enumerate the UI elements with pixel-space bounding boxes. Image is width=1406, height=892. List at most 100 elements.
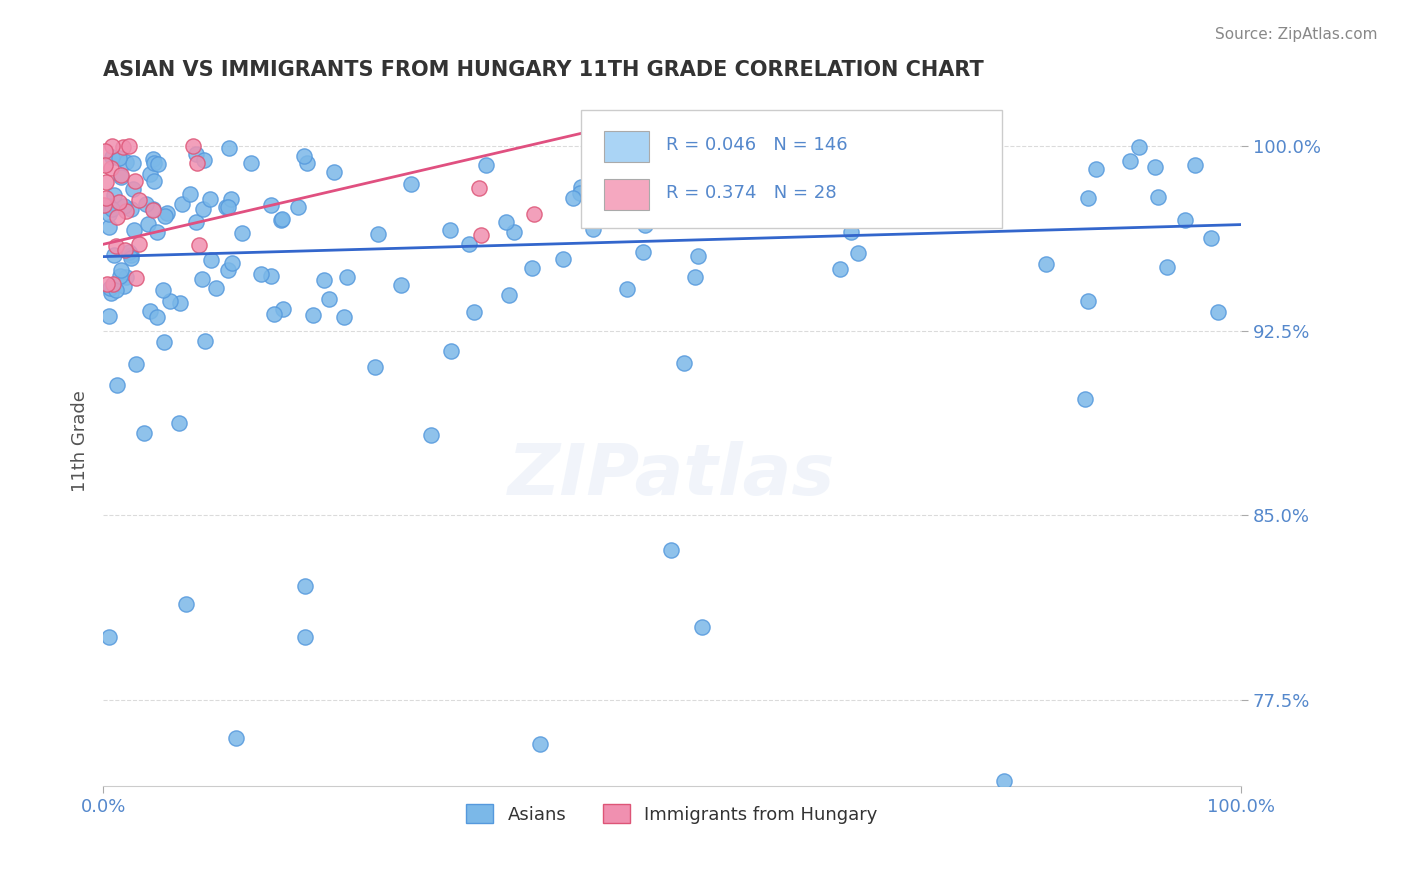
Point (112, 199, 135, 213)
Point (118, 244, 141, 259)
Point (143, 156, 166, 170)
Point (830, 261, 852, 276)
Point (270, 211, 292, 226)
Point (100, 286, 122, 301)
Point (94, 144, 117, 158)
Point (100, 161, 122, 175)
Point (146, 157, 169, 171)
Point (463, 305, 485, 319)
Point (294, 579, 316, 593)
Point (103, 188, 125, 202)
Point (96, 277, 118, 292)
Point (97, 630, 120, 644)
Point (117, 138, 139, 153)
Text: ZIPatlas: ZIPatlas (509, 442, 835, 510)
Point (419, 428, 441, 442)
Point (111, 139, 134, 153)
Point (292, 149, 315, 163)
Point (221, 256, 243, 270)
Point (190, 272, 212, 286)
Point (271, 302, 294, 317)
Point (616, 282, 638, 296)
Point (142, 203, 165, 218)
Point (122, 182, 145, 196)
Point (287, 200, 309, 214)
Point (673, 355, 696, 369)
Point (690, 620, 713, 634)
Point (146, 225, 169, 239)
Point (1199, 231, 1222, 245)
Point (553, 252, 575, 267)
Point (263, 307, 285, 321)
Point (217, 201, 239, 215)
Point (773, 171, 796, 186)
Point (260, 269, 283, 284)
Point (97, 199, 120, 213)
Point (105, 377, 128, 392)
Point (124, 174, 146, 188)
Point (115, 154, 138, 169)
Point (582, 222, 605, 236)
Point (125, 357, 148, 371)
Point (110, 262, 132, 277)
Point (101, 150, 124, 164)
Point (470, 228, 492, 243)
Point (110, 170, 132, 185)
Point (219, 192, 242, 206)
Point (156, 206, 179, 220)
Point (520, 260, 543, 275)
Point (152, 284, 174, 298)
Point (475, 158, 498, 172)
Point (143, 174, 166, 188)
Point (1077, 294, 1099, 309)
Point (101, 277, 124, 292)
Point (314, 272, 336, 286)
Point (120, 248, 142, 262)
Point (295, 156, 318, 170)
Point (389, 277, 412, 292)
Point (634, 218, 657, 232)
Point (146, 310, 169, 324)
Point (115, 269, 138, 284)
Point (107, 194, 129, 209)
Point (561, 191, 583, 205)
Point (333, 310, 356, 325)
Point (139, 304, 162, 318)
Point (155, 209, 177, 223)
Point (181, 138, 204, 153)
Point (367, 227, 389, 241)
Legend: Asians, Immigrants from Hungary: Asians, Immigrants from Hungary (457, 796, 887, 832)
Point (105, 211, 128, 225)
Point (1147, 190, 1170, 204)
Point (683, 145, 706, 159)
Point (122, 223, 145, 237)
Point (215, 200, 238, 214)
Point (761, 164, 783, 178)
Point (569, 186, 592, 200)
Point (172, 197, 194, 211)
Point (1084, 161, 1107, 176)
Point (139, 167, 162, 181)
Point (107, 151, 129, 165)
Point (104, 284, 127, 298)
Point (863, 184, 886, 198)
Point (200, 252, 222, 267)
Point (503, 225, 526, 239)
Point (194, 334, 217, 349)
Point (136, 217, 159, 231)
Point (132, 426, 155, 441)
Point (839, 225, 862, 239)
Point (993, 774, 1015, 789)
Point (186, 215, 208, 229)
Point (217, 263, 239, 277)
Point (363, 360, 385, 375)
Point (122, 156, 145, 170)
Point (302, 309, 325, 323)
Point (169, 416, 191, 430)
Text: R = 0.374   N = 28: R = 0.374 N = 28 (666, 184, 837, 202)
Point (529, 737, 551, 751)
Point (1208, 305, 1230, 319)
Point (204, 281, 226, 295)
Point (128, 193, 150, 207)
Point (766, 173, 789, 187)
